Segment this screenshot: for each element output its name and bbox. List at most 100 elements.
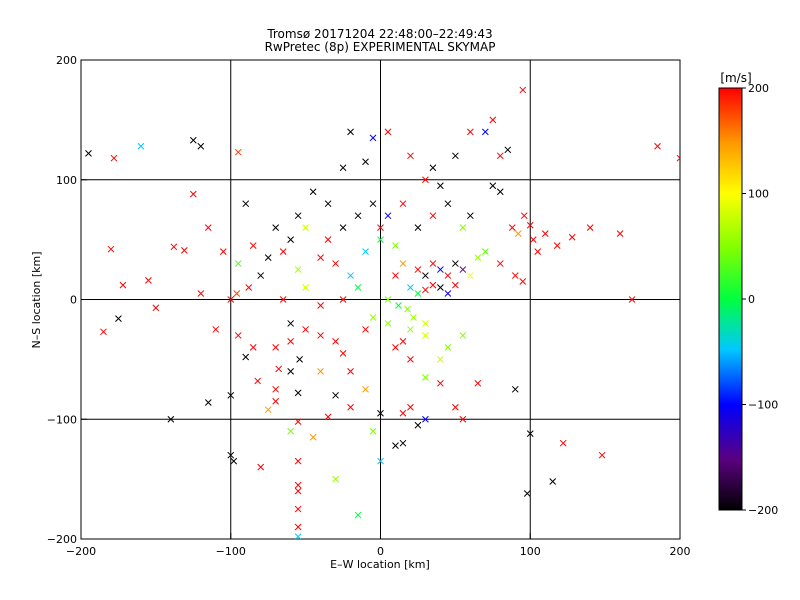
- data-point: [466, 128, 474, 136]
- data-point: [399, 338, 407, 345]
- data-point: [369, 200, 377, 208]
- colorbar-label: [m/s]: [720, 71, 751, 85]
- data-point: [422, 176, 429, 184]
- data-point: [264, 406, 272, 414]
- data-point: [110, 154, 118, 162]
- data-point: [85, 150, 92, 157]
- grid-lines: [81, 60, 680, 539]
- data-point: [676, 154, 680, 162]
- data-point: [422, 415, 429, 423]
- data-point: [287, 236, 295, 243]
- y-tick-label: 100: [56, 174, 77, 187]
- data-point: [287, 427, 295, 435]
- data-point: [407, 152, 414, 160]
- data-point: [219, 248, 227, 255]
- data-point: [264, 254, 272, 261]
- data-point: [504, 146, 512, 154]
- data-point: [452, 260, 459, 267]
- data-point: [553, 242, 561, 249]
- data-point: [598, 451, 606, 459]
- data-point: [369, 134, 377, 142]
- x-tick-label: −100: [216, 545, 246, 558]
- data-point: [294, 389, 302, 397]
- y-tick-label: −100: [47, 413, 77, 426]
- data-point: [180, 247, 188, 254]
- data-point: [452, 403, 459, 411]
- data-point: [230, 457, 238, 465]
- data-point: [519, 278, 527, 285]
- data-point: [339, 224, 347, 232]
- x-axis-label: E–W location [km]: [330, 558, 430, 571]
- data-point: [399, 200, 407, 208]
- data-point: [309, 188, 317, 196]
- data-point: [272, 224, 280, 232]
- data-point: [392, 442, 399, 449]
- data-point: [511, 272, 519, 279]
- y-axis-label: N–S location [km]: [30, 251, 43, 348]
- data-point: [294, 266, 302, 273]
- data-point: [414, 266, 422, 273]
- data-point: [287, 367, 295, 375]
- data-point: [234, 260, 242, 267]
- data-point: [245, 284, 253, 291]
- data-point: [377, 236, 384, 243]
- colorbar-tick-label: 0: [748, 293, 755, 306]
- data-point: [429, 281, 437, 289]
- data-point: [452, 281, 459, 289]
- x-tick-label: 100: [520, 545, 541, 558]
- data-point: [369, 314, 377, 321]
- data-point: [444, 344, 452, 351]
- data-point: [339, 164, 347, 172]
- data-point: [296, 356, 303, 363]
- data-point: [212, 326, 220, 333]
- data-point: [145, 276, 152, 284]
- data-point: [407, 284, 414, 291]
- data-point: [227, 391, 235, 399]
- data-point: [481, 248, 489, 255]
- data-point: [317, 302, 324, 309]
- data-point: [272, 385, 280, 393]
- data-point: [377, 457, 384, 465]
- data-point: [242, 200, 250, 208]
- data-point: [197, 142, 205, 150]
- data-point: [332, 260, 339, 267]
- data-point: [459, 224, 467, 232]
- data-point: [444, 272, 452, 279]
- data-point: [332, 475, 339, 483]
- data-point: [309, 433, 317, 441]
- data-point: [362, 326, 369, 333]
- data-point: [137, 142, 145, 150]
- chart-subtitle: RwPretec (8p) EXPERIMENTAL SKYMAP: [265, 40, 496, 54]
- data-point: [152, 304, 160, 312]
- data-point: [511, 385, 519, 393]
- data-point: [526, 430, 534, 437]
- data-point: [272, 397, 280, 405]
- data-point: [399, 439, 407, 447]
- data-point: [444, 290, 452, 297]
- data-point: [541, 230, 549, 237]
- x-tick-label: 0: [377, 545, 384, 558]
- data-point: [489, 182, 497, 190]
- data-point: [437, 379, 444, 387]
- data-point: [459, 266, 467, 273]
- chart-title: Tromsø 20171204 22:48:00–22:49:43: [266, 27, 492, 41]
- colorbar-ticks: −200 −100 0 100 200: [742, 82, 778, 517]
- data-point: [294, 533, 302, 539]
- data-point: [279, 296, 287, 303]
- data-point: [354, 284, 362, 291]
- data-point: [422, 286, 429, 294]
- data-point: [204, 399, 212, 406]
- data-point: [392, 242, 399, 249]
- data-point: [317, 332, 324, 339]
- y-tick-label: 200: [56, 54, 77, 67]
- data-point: [549, 478, 557, 485]
- data-point: [339, 350, 347, 357]
- data-point: [302, 326, 309, 333]
- data-point: [347, 272, 354, 279]
- data-point: [407, 326, 414, 333]
- data-point: [422, 272, 429, 279]
- data-point: [519, 86, 527, 94]
- data-point: [534, 248, 542, 255]
- data-point: [167, 415, 175, 423]
- data-point: [496, 188, 504, 196]
